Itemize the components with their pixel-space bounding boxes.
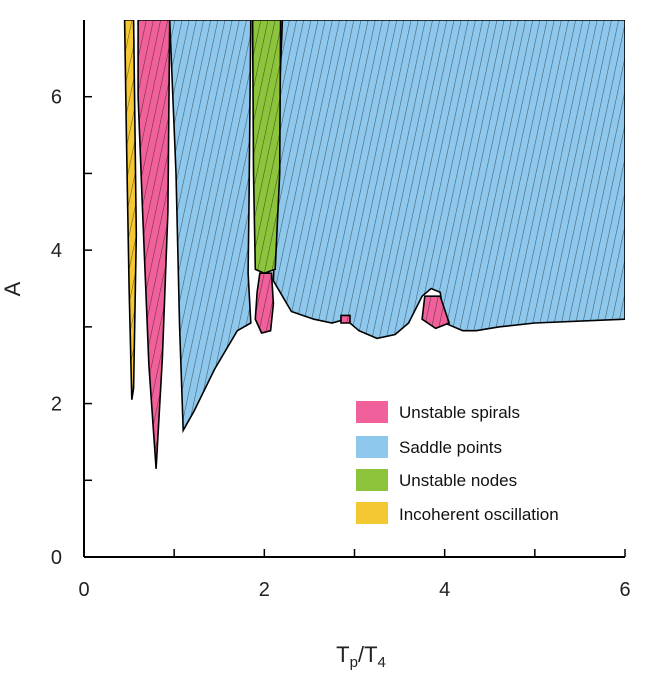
- y-tick-label-2: 2: [51, 394, 62, 416]
- legend-swatch-saddle-points: [356, 436, 388, 458]
- legend-swatch-unstable-nodes: [356, 469, 388, 491]
- region-contours-saddle-points-2: [169, 20, 251, 431]
- x-axis-label-sub2: 4: [378, 654, 386, 671]
- legend-swatch-incoherent-oscillation: [356, 502, 388, 524]
- legend-label-saddle-points: Saddle points: [399, 438, 502, 457]
- y-tick-label-4: 4: [51, 240, 62, 262]
- region-contours-unstable-nodes-4: [252, 20, 281, 274]
- x-axis-label-sep: /: [358, 642, 365, 667]
- region-contours-unstable-spirals-7: [341, 315, 350, 323]
- x-axis-label-main: T: [336, 642, 349, 667]
- y-tick-label-6: 6: [51, 87, 62, 109]
- x-tick-label-6: 6: [619, 579, 630, 601]
- x-tick-label-4: 4: [439, 579, 450, 601]
- legend: Unstable spirals Saddle points Unstable …: [356, 401, 559, 524]
- regions: [123, 20, 625, 469]
- x-tick-label-0: 0: [78, 579, 89, 601]
- region-contours-incoherent-oscillation-0: [124, 20, 137, 400]
- region-contours-unstable-spirals-5: [255, 273, 274, 333]
- legend-swatch-unstable-spirals: [356, 401, 388, 423]
- y-tick-label-0: 0: [51, 547, 62, 569]
- x-axis-label-sub1: p: [350, 654, 358, 671]
- x-axis-label-main2: T: [364, 642, 377, 667]
- legend-label-unstable-nodes: Unstable nodes: [399, 471, 517, 490]
- region-contours-unstable-spirals-1: [138, 20, 170, 469]
- x-tick-label-2: 2: [259, 579, 270, 601]
- legend-label-incoherent-oscillation: Incoherent oscillation: [399, 505, 559, 524]
- x-axis-label: Tp/T4: [336, 642, 386, 671]
- y-axis-label: A: [0, 281, 25, 296]
- region-contours-unstable-spirals-6: [422, 296, 450, 329]
- axes: 0 2 4 6 0 2 4 6: [51, 20, 631, 601]
- region-contours-saddle-points-3: [273, 20, 625, 339]
- legend-label-unstable-spirals: Unstable spirals: [399, 403, 520, 422]
